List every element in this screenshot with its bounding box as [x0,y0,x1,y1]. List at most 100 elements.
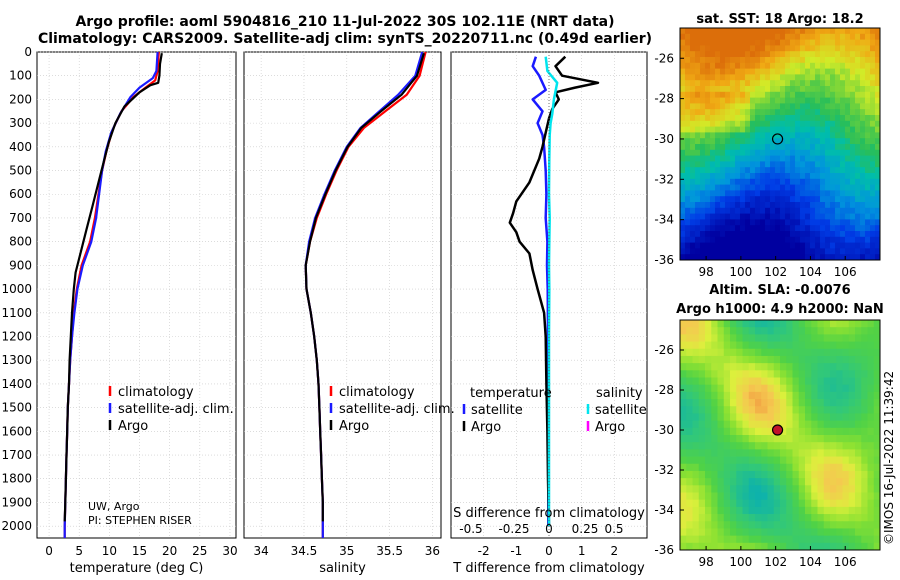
map-cell [865,167,871,174]
map-cell [690,144,696,151]
map-cell [780,97,786,104]
map-cell [820,132,826,139]
map-cell [825,62,831,69]
map-cell [692,341,700,350]
map-cell [775,115,781,122]
map-cell [692,348,700,357]
map-x-tick-label: 102 [764,265,787,279]
map-cell [840,57,846,64]
map-cell [870,51,876,58]
map-cell [875,161,881,168]
map-cell [848,535,856,544]
map-cell [823,370,831,378]
x-tick-label: 36 [425,544,440,558]
map-cell [830,28,836,35]
map-cell [840,236,846,243]
map-cell [817,384,825,393]
y-tick-label: 1900 [1,495,32,509]
map-cell [786,427,793,436]
map-cell [830,485,837,493]
map-cell [700,207,706,214]
map-cell [840,120,846,127]
map-cell [810,80,816,87]
map-cell [735,138,741,145]
map-cell [735,62,741,69]
map-cell [811,370,818,378]
secondary-x-tick-label: 0.25 [572,522,599,536]
map-cell [775,68,781,75]
map-cell [805,190,811,197]
map-cell [790,97,796,104]
map-cell [730,248,736,255]
map-cell [761,506,768,515]
map-cell [835,68,841,75]
map-cell [723,470,731,479]
map-cell [780,334,787,342]
map-cell [835,74,841,81]
map-cell [685,254,691,261]
map-cell [810,155,816,162]
map-cell [792,413,800,422]
map-cell [735,254,741,261]
map-cell [695,51,701,58]
y-tick-label: 1400 [1,377,32,391]
map-cell [820,202,826,209]
map-cell [850,254,856,261]
map-cell [755,231,761,238]
map-cell [680,456,687,465]
map-cell [805,231,811,238]
map-cell [710,225,716,232]
map-cell [785,115,791,122]
map-cell [685,91,691,98]
map-cell [723,420,731,429]
map-cell [755,138,761,145]
map-cell [835,126,841,133]
map-cell [842,363,850,371]
map-cell [755,97,761,104]
map-cell [840,68,846,75]
map-cell [745,138,751,145]
map-cell [745,33,751,40]
map-cell [820,80,826,87]
legend-label: climatology [118,385,194,400]
map-cell [715,161,721,168]
map-cell [865,149,871,156]
map-cell [690,196,696,203]
map-cell [873,391,881,400]
map-cell [770,126,776,133]
map-cell [848,485,856,493]
map-cell [750,196,756,203]
map-cell [723,384,731,393]
map-cell [710,167,716,174]
map-cell [835,225,841,232]
map-cell [760,33,766,40]
legend-label: Argo [339,419,369,434]
map-cell [850,39,856,46]
map-cell [870,91,876,98]
map-cell [805,514,812,522]
map-cell [825,219,831,226]
map-cell [835,120,841,127]
map-cell [815,57,821,64]
map-cell [685,62,691,69]
map-cell [725,173,731,180]
map-cell [835,231,841,238]
map-cell [685,138,691,145]
map-cell [705,91,711,98]
map-cell [792,535,800,544]
map-cell [745,161,751,168]
map-cell [795,213,801,220]
map-cell [735,213,741,220]
map-cell [730,161,736,168]
map-cell [775,74,781,81]
map-cell [835,219,841,226]
map-cell [848,492,856,501]
map-cell [855,355,862,364]
map-cell [742,355,750,364]
map-cell [805,435,812,443]
map-cell [736,420,743,429]
map-cell [867,485,875,493]
map-cell [865,68,871,75]
map-cell [805,456,812,465]
map-cell [767,363,775,371]
